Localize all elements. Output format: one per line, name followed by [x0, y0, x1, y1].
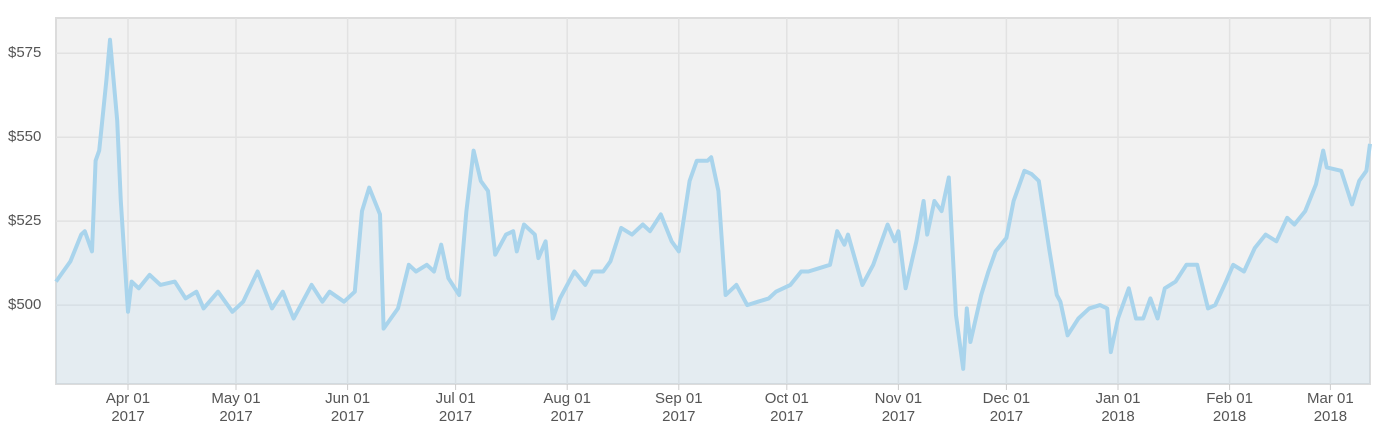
x-tick-label-line: 2017 [770, 408, 803, 425]
x-tick-label: Feb 01 2018 [1206, 390, 1253, 425]
x-tick-label: Jan 01 2018 [1095, 390, 1140, 425]
x-tick-label-line: May 01 [211, 390, 260, 407]
x-tick-label: May 01 2017 [211, 390, 260, 425]
y-tick-label: $550 [8, 128, 41, 145]
y-tick-label: $525 [8, 212, 41, 229]
x-tick-label-line: Sep 01 [655, 390, 703, 407]
x-tick-label-line: 2017 [990, 408, 1023, 425]
x-tick-label-line: 2017 [882, 408, 915, 425]
x-tick-label: Dec 01 2017 [983, 390, 1031, 425]
x-tick-label-line: 2017 [551, 408, 584, 425]
x-tick-label-line: Nov 01 [875, 390, 923, 407]
x-tick-label-line: 2018 [1101, 408, 1134, 425]
x-tick-label-line: 2017 [439, 408, 472, 425]
x-tick-label-line: 2017 [662, 408, 695, 425]
x-tick-label: Nov 01 2017 [875, 390, 923, 425]
x-tick-label-line: Apr 01 [106, 390, 150, 407]
x-tick-label-line: Feb 01 [1206, 390, 1253, 407]
x-tick-label: Jul 01 2017 [436, 390, 476, 425]
x-tick-label: Apr 01 2017 [106, 390, 150, 425]
x-tick-label: Aug 01 2017 [543, 390, 591, 425]
x-tick-label: Mar 01 2018 [1307, 390, 1354, 425]
x-tick-label: Sep 01 2017 [655, 390, 703, 425]
x-tick-label-line: 2018 [1213, 408, 1246, 425]
x-tick-label: Jun 01 2017 [325, 390, 370, 425]
x-tick-label-line: Dec 01 [983, 390, 1031, 407]
line [54, 37, 1372, 371]
x-tick-label: Oct 01 2017 [765, 390, 809, 425]
x-tick-label-line: 2017 [219, 408, 252, 425]
x-tick-label-line: 2018 [1314, 408, 1347, 425]
x-tick-label-line: Mar 01 [1307, 390, 1354, 407]
x-tick-label-line: 2017 [111, 408, 144, 425]
area [56, 39, 1370, 385]
x-tick-label-line: Aug 01 [543, 390, 591, 407]
x-tick-label-line: Oct 01 [765, 390, 809, 407]
x-tick-label-line: Jul 01 [436, 390, 476, 407]
x-tick-label-line: Jun 01 [325, 390, 370, 407]
y-tick-label: $500 [8, 296, 41, 313]
x-tick-label-line: Jan 01 [1095, 390, 1140, 407]
y-tick-label: $575 [8, 44, 41, 61]
x-tick-label-line: 2017 [331, 408, 364, 425]
plot-area [55, 17, 1371, 385]
